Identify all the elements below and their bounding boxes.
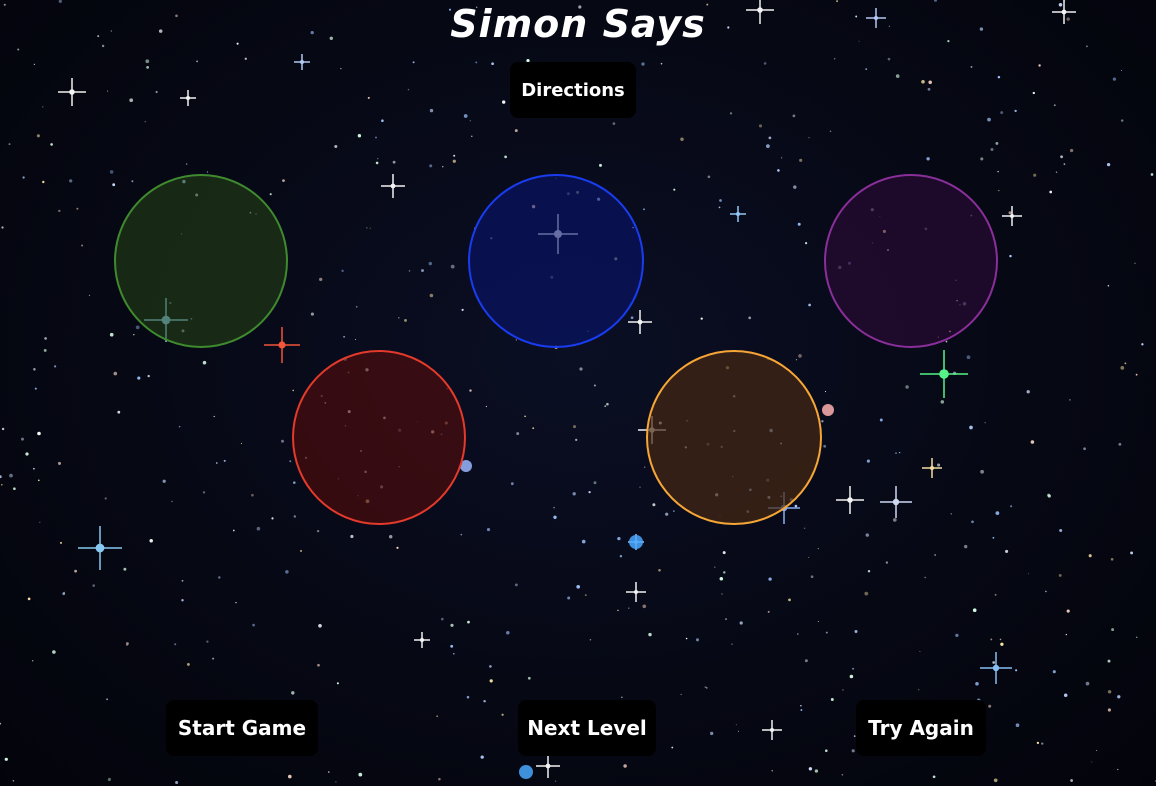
orange-pad[interactable] xyxy=(646,350,822,525)
red-pad[interactable] xyxy=(292,350,466,525)
next-level-button[interactable]: Next Level xyxy=(518,700,656,756)
start-game-button[interactable]: Start Game xyxy=(166,700,318,756)
blue-pad[interactable] xyxy=(468,174,644,348)
green-pad[interactable] xyxy=(114,174,288,348)
directions-button[interactable]: Directions xyxy=(510,62,636,118)
game-title: Simon Says xyxy=(450,2,706,46)
purple-pad[interactable] xyxy=(824,174,998,348)
try-again-button[interactable]: Try Again xyxy=(856,700,986,756)
